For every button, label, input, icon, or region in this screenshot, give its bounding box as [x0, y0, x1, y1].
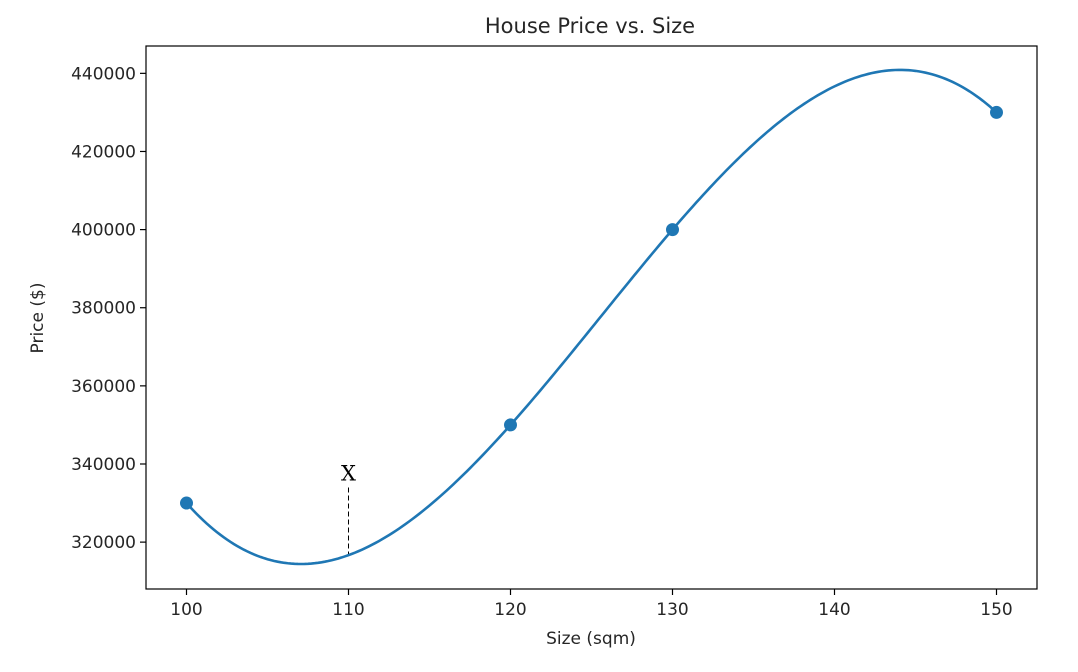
y-axis: 320000 340000 360000 380000 400000 420000 4400… — [71, 64, 146, 553]
y-tick-label: 420000 — [71, 142, 136, 162]
y-tick-label: 340000 — [71, 455, 136, 475]
series-layer — [180, 68, 1003, 566]
x-tick-label: 130 — [656, 600, 688, 620]
data-point — [990, 105, 1003, 119]
y-tick-label: 360000 — [71, 377, 136, 397]
y-tick-label: 380000 — [71, 299, 136, 319]
x-axis-title: Size (sqm) — [546, 629, 636, 649]
y-tick-label: 440000 — [71, 64, 136, 84]
data-point — [504, 418, 517, 432]
x-axis: 100 110 120 130 140 150 — [170, 589, 1013, 620]
x-tick-label: 120 — [494, 600, 526, 620]
x-tick-label: 110 — [332, 600, 364, 620]
x-tick-label: 150 — [980, 600, 1012, 620]
series-line — [185, 68, 998, 566]
chart-title: House Price vs. Size — [485, 14, 695, 38]
plot-area-frame — [145, 45, 1038, 590]
y-axis-title: Price ($) — [28, 283, 48, 354]
x-tick-label: 100 — [170, 600, 202, 620]
data-point — [180, 496, 193, 510]
x-tick-label: 140 — [818, 600, 850, 620]
annotation-label: X — [341, 462, 356, 486]
annotation-layer: X — [341, 462, 356, 554]
y-tick-label: 320000 — [71, 533, 136, 553]
data-point — [666, 223, 679, 237]
y-tick-label: 400000 — [71, 221, 136, 241]
